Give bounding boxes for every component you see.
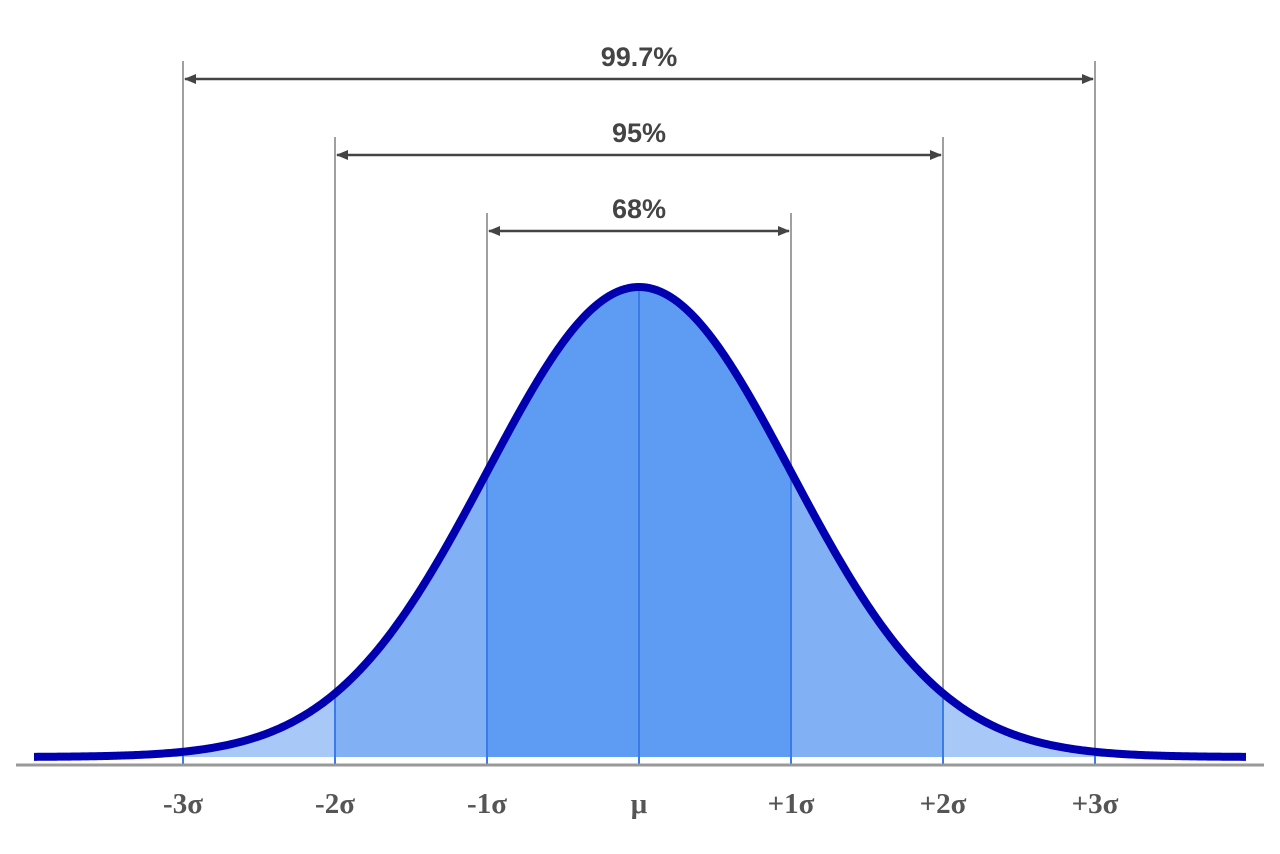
tick-label-3: μ <box>631 788 648 820</box>
band-area-4 <box>943 693 1246 757</box>
tick-labels-layer: -3σ -2σ -1σ μ +1σ +2σ +3σ <box>163 788 1119 820</box>
range-label-0: 68% <box>612 194 666 224</box>
tick-label-2: -1σ <box>467 788 507 820</box>
curve-layer <box>32 283 1248 761</box>
bell-curve-line <box>32 283 1248 761</box>
range-annotations-layer: 68% 95% 99.7% <box>184 42 1094 236</box>
tick-label-0: -3σ <box>163 788 203 820</box>
range-label-1: 95% <box>612 118 666 148</box>
tick-label-5: +2σ <box>920 788 967 820</box>
guides-layer <box>182 61 1096 765</box>
band-area-3 <box>34 693 335 757</box>
tick-label-1: -2σ <box>315 788 355 820</box>
range-label-2: 99.7% <box>601 42 678 72</box>
tick-label-4: +1σ <box>768 788 815 820</box>
tick-label-6: +3σ <box>1072 788 1119 820</box>
